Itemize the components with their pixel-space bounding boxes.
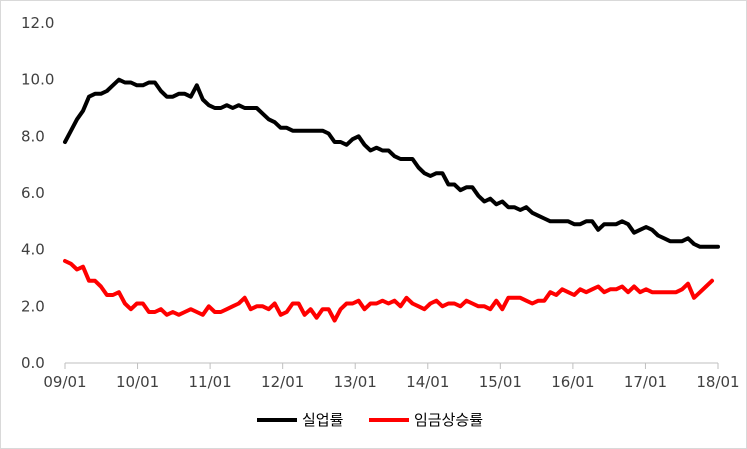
x-tick-label: 10/01 xyxy=(116,373,159,391)
x-tick-label: 17/01 xyxy=(624,373,667,391)
y-tick-label: 6.0 xyxy=(21,184,45,202)
x-tick-label: 14/01 xyxy=(406,373,449,391)
y-tick-label: 2.0 xyxy=(21,297,45,315)
x-tick-label: 13/01 xyxy=(334,373,377,391)
y-tick-label: 8.0 xyxy=(21,127,45,145)
y-axis-tick-labels: 0.0 2.0 4.0 6.0 8.0 10.0 12.0 xyxy=(21,14,54,372)
y-tick-label: 10.0 xyxy=(21,71,54,89)
x-tick-label: 12/01 xyxy=(261,373,304,391)
x-tick-label: 15/01 xyxy=(479,373,522,391)
series-line-2 xyxy=(63,259,714,323)
y-tick-label: 12.0 xyxy=(21,14,54,32)
series-line-1 xyxy=(63,77,720,249)
legend-label-2: 임금상승률 xyxy=(414,411,483,429)
series-lines xyxy=(63,77,720,323)
legend: 실업률 임금상승률 xyxy=(257,411,483,429)
x-tick-label: 09/01 xyxy=(43,373,86,391)
y-tick-label: 0.0 xyxy=(21,354,45,372)
x-tick-label: 16/01 xyxy=(551,373,594,391)
x-tick-label: 18/01 xyxy=(696,373,739,391)
legend-label-1: 실업률 xyxy=(302,411,344,429)
y-tick-label: 4.0 xyxy=(21,241,45,259)
x-axis: 09/01 10/01 11/01 12/01 13/01 14/01 15/01 16/01… xyxy=(43,362,740,391)
x-tick-label: 11/01 xyxy=(188,373,231,391)
